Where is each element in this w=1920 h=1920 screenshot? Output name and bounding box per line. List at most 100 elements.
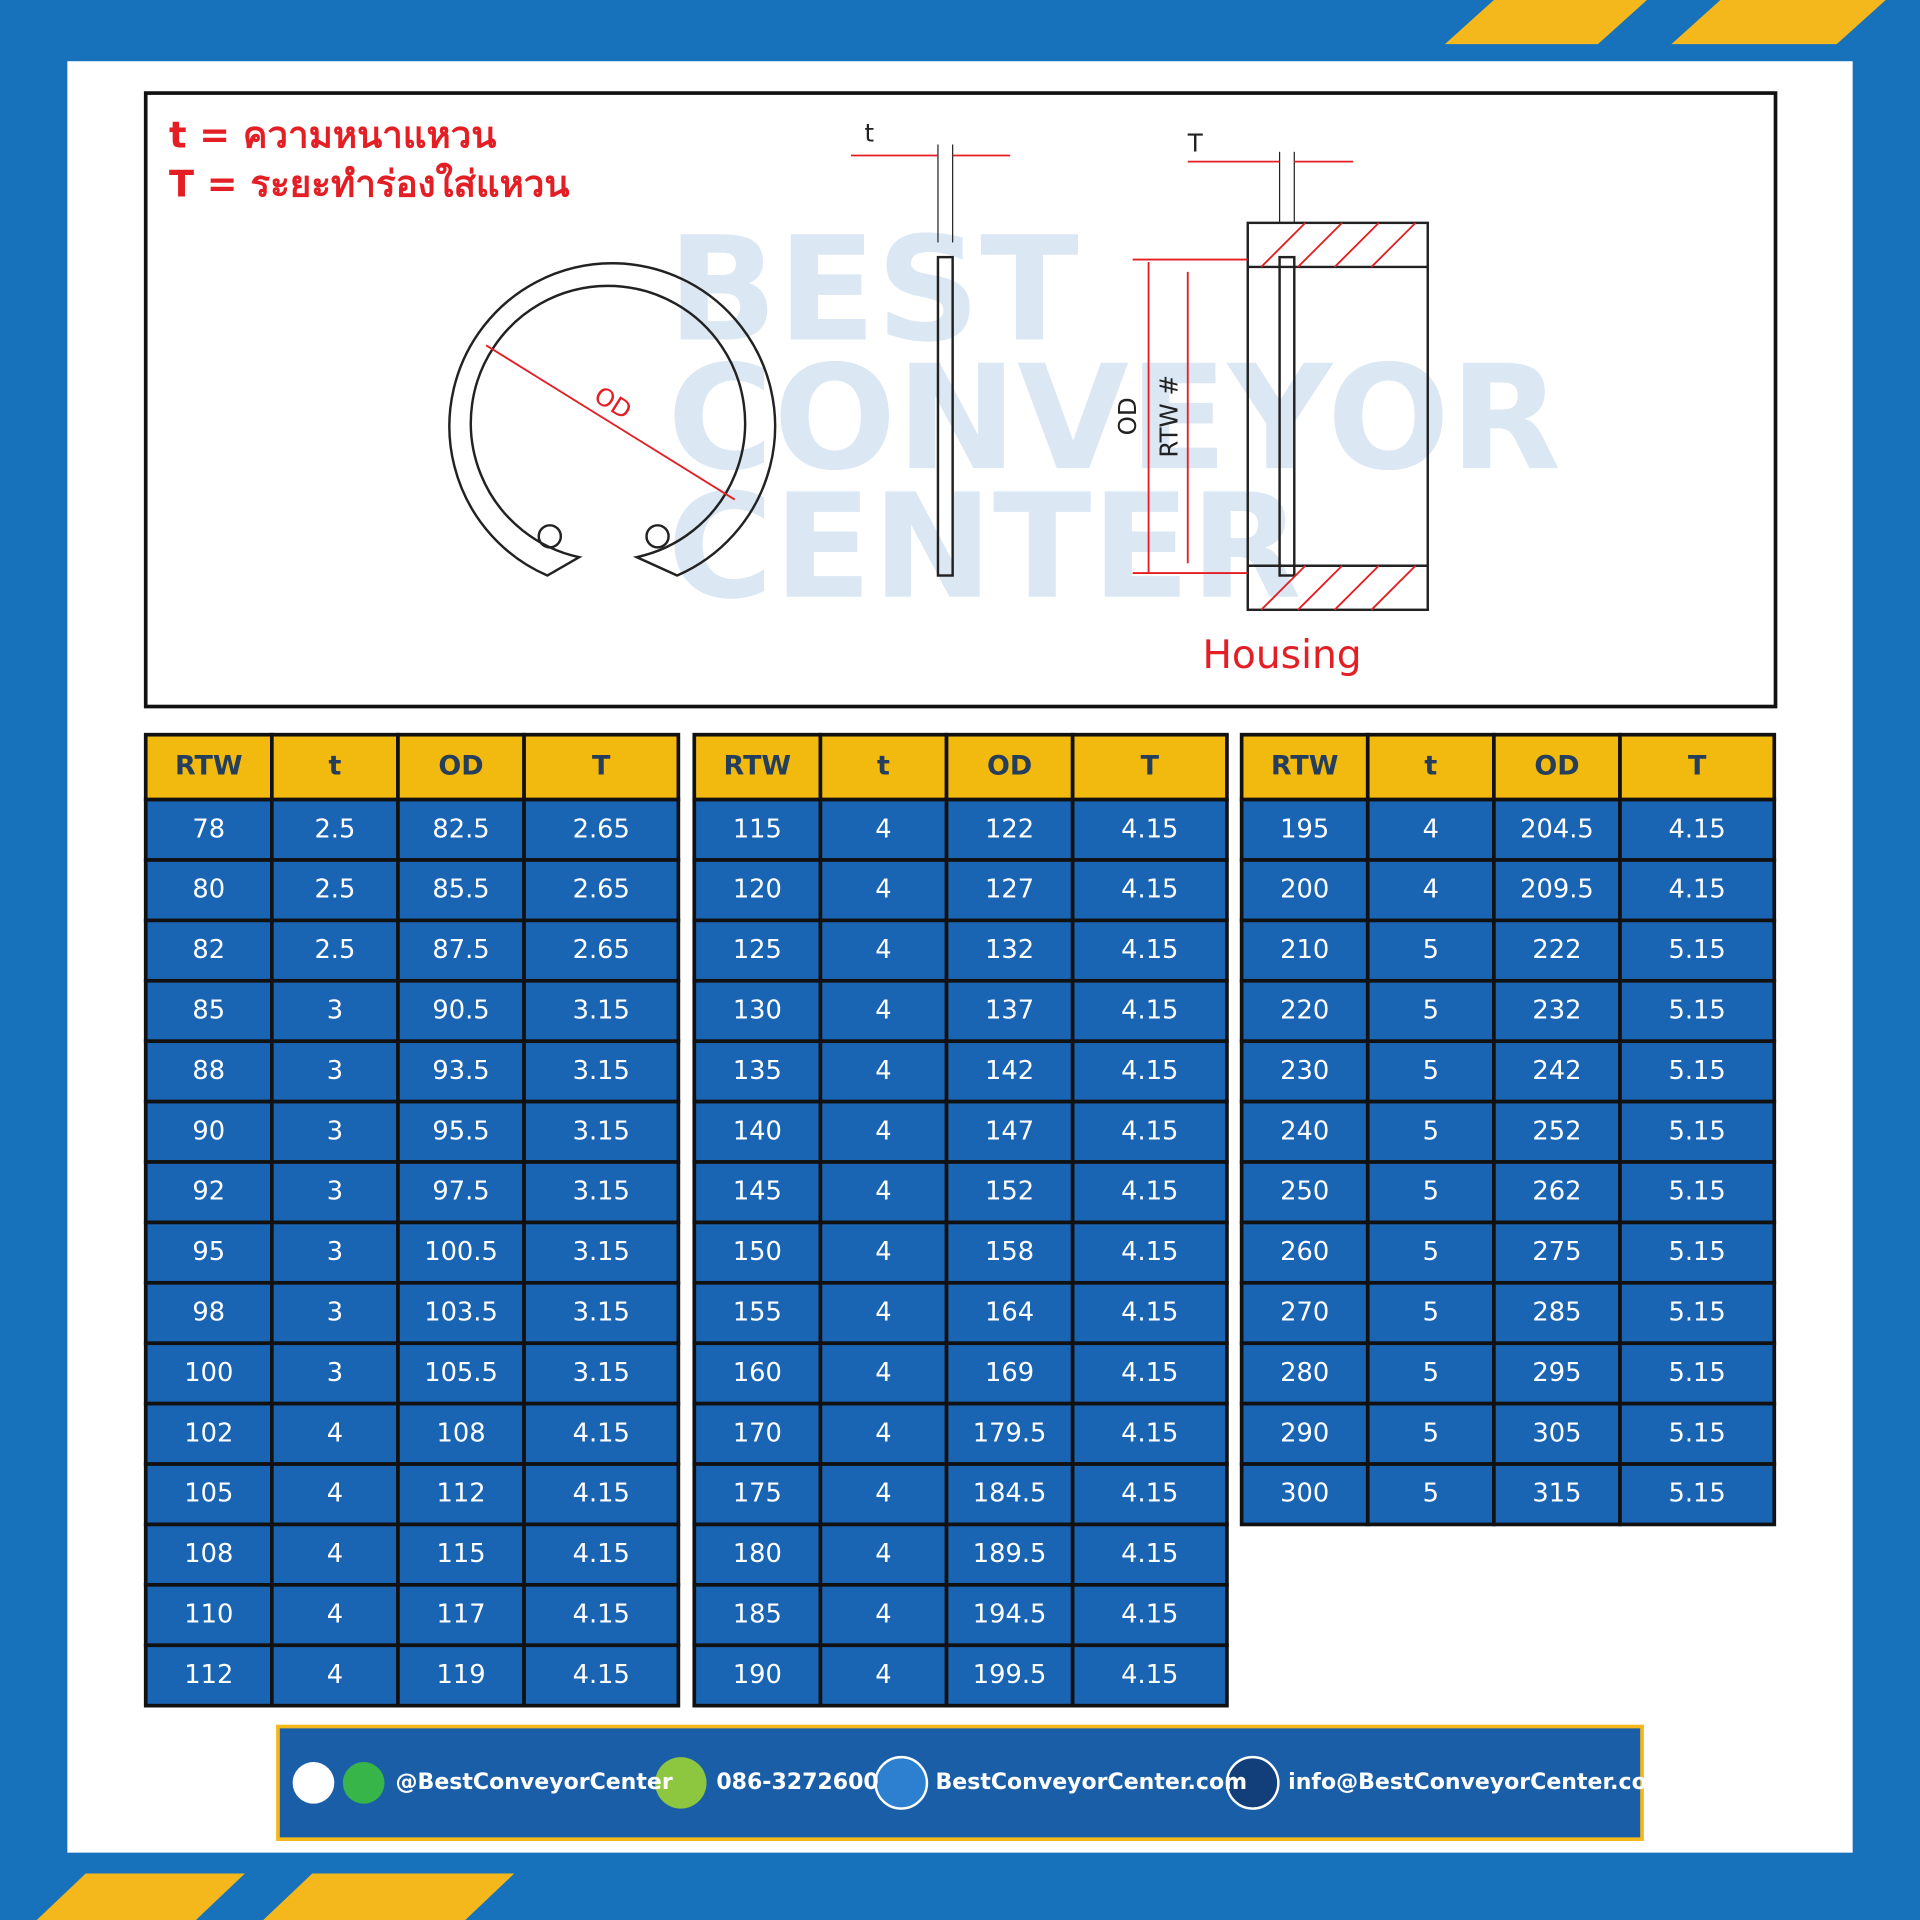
table-cell (143, 1160, 274, 1225)
cell-text: 135 (733, 1056, 782, 1086)
table-cell (522, 1099, 681, 1164)
header-text: RTW (175, 751, 243, 782)
cell-text: 4.15 (1121, 1418, 1178, 1448)
table-cell (1070, 1401, 1229, 1466)
table-cell (1070, 1643, 1229, 1708)
table-cell (1239, 1280, 1370, 1346)
table-cell (944, 1280, 1075, 1346)
cell-text: 88 (192, 1056, 225, 1086)
table-cell (944, 1220, 1075, 1285)
header-cell (143, 732, 274, 802)
cell-text: 2.65 (573, 814, 630, 844)
t-label: t (864, 119, 874, 148)
header-cell (1239, 732, 1370, 802)
table-cell (522, 1341, 681, 1406)
cell-text: 2.65 (573, 875, 630, 905)
cell-text: 160 (733, 1358, 782, 1388)
cell-text: 3 (327, 1056, 343, 1086)
cell-text: 4 (1423, 875, 1439, 905)
header-cell (522, 732, 681, 802)
table-cell (396, 1522, 526, 1587)
header-text: RTW (724, 751, 792, 782)
table-cell (692, 1341, 823, 1406)
cell-text: 4 (875, 1479, 891, 1509)
cell-text: 164 (985, 1298, 1034, 1328)
table-cell (522, 1583, 681, 1648)
cell-text: 130 (733, 996, 782, 1026)
cell-text: 3 (327, 1298, 343, 1328)
cell-text: 270 (1280, 1298, 1329, 1328)
cell-text: 95.5 (432, 1116, 489, 1146)
cell-text: 4 (875, 1600, 891, 1630)
cell-text: 275 (1532, 1237, 1581, 1267)
header-text: t (328, 751, 341, 782)
cell-text: 5 (1423, 1056, 1439, 1086)
cell-text: 108 (436, 1418, 485, 1448)
header-text: RTW (1271, 751, 1339, 782)
cell-text: 4 (875, 935, 891, 965)
table-cell (692, 858, 823, 923)
cell-text: 300 (1280, 1479, 1329, 1509)
cell-text: 105 (184, 1479, 233, 1509)
cell-text: 4.15 (573, 1660, 630, 1690)
table-cell (1618, 858, 1777, 923)
table-cell (818, 1522, 949, 1587)
header-text: t (877, 751, 890, 782)
table-cell (1239, 797, 1370, 862)
cell-text: 127 (985, 875, 1034, 905)
cell-text: 175 (733, 1479, 782, 1509)
table-cell (270, 1160, 400, 1225)
cell-text: 4 (875, 875, 891, 905)
cell-text: 3 (327, 1237, 343, 1267)
cell-text: 280 (1280, 1358, 1329, 1388)
table-cell (1618, 918, 1777, 983)
table-cell (143, 1099, 274, 1164)
cell-text: 4 (327, 1660, 343, 1690)
cell-text: 3.15 (573, 1237, 630, 1267)
watermark-text: CONVEYOR (667, 335, 1561, 503)
table-cell (1070, 1039, 1229, 1104)
cell-text: 105.5 (424, 1358, 498, 1388)
table-cell (522, 1160, 681, 1225)
cell-text: 170 (733, 1418, 782, 1448)
od-label: OD (1113, 397, 1142, 435)
cell-text: 5.15 (1669, 1116, 1726, 1146)
table-cell (143, 797, 274, 862)
table-cell (1618, 1462, 1777, 1527)
cell-text: 115 (436, 1539, 485, 1569)
cell-text: 4.15 (1669, 814, 1726, 844)
cell-text: 112 (436, 1479, 485, 1509)
table-cell (143, 1341, 274, 1406)
cell-text: 125 (733, 935, 782, 965)
cell-text: 204.5 (1520, 814, 1594, 844)
table-cell (944, 1039, 1075, 1104)
cell-text: 5.15 (1669, 996, 1726, 1026)
cell-text: 2.5 (314, 814, 355, 844)
cell-text: 3.15 (573, 996, 630, 1026)
cell-text: 4.15 (1669, 875, 1726, 905)
cell-text: 82 (192, 935, 225, 965)
table-cell (1492, 1099, 1622, 1164)
cell-text: 5.15 (1669, 1237, 1726, 1267)
line-icon (342, 1762, 385, 1804)
table-cell (143, 918, 274, 983)
table-cell (1618, 797, 1777, 862)
cell-text: 5 (1423, 1177, 1439, 1207)
table-cell (1365, 1039, 1496, 1104)
header-cell (1070, 732, 1229, 802)
cell-text: 3 (327, 1177, 343, 1207)
cell-text: 262 (1532, 1177, 1581, 1207)
diagram-box (143, 91, 1778, 709)
cell-text: 3 (327, 996, 343, 1026)
cell-text: 82.5 (432, 814, 489, 844)
cell-text: 120 (733, 875, 782, 905)
header-cell (1365, 732, 1496, 802)
cell-text: 4.15 (1121, 1056, 1178, 1086)
cell-text: 5 (1423, 935, 1439, 965)
table-cell (692, 797, 823, 862)
cell-text: 150 (733, 1237, 782, 1267)
table-cell (1070, 1522, 1229, 1587)
cell-text: 100.5 (424, 1237, 498, 1267)
cell-text: 3.15 (573, 1298, 630, 1328)
table-cell (692, 1643, 823, 1708)
